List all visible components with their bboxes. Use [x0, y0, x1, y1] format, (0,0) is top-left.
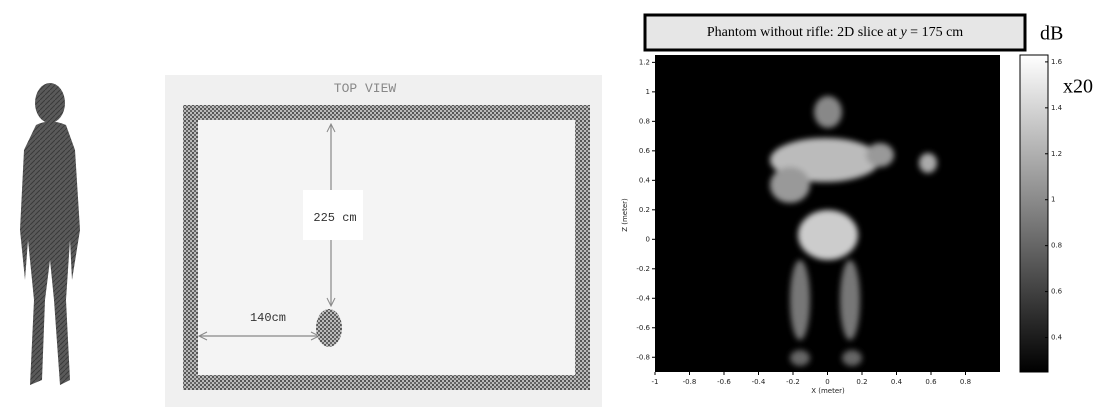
x-tick-label: -0.2 [786, 378, 800, 386]
y-tick-label: 0.8 [639, 117, 650, 125]
x-tick-label: 0.4 [891, 378, 903, 386]
top-view-title: TOP VIEW [334, 81, 397, 96]
x-tick-label: 0.6 [925, 378, 937, 386]
y-tick-label: -0.2 [636, 265, 650, 273]
image-panel: Phantom without rifle: 2D slice at y = 1… [621, 15, 1093, 395]
colorbar-scale: x20 [1063, 76, 1093, 98]
vertical-distance-label: 225 cm [313, 211, 356, 225]
colorbar-tick-label: 0.4 [1051, 334, 1063, 342]
colorbar-tick-label: 1.2 [1051, 150, 1062, 158]
x-tick-label: 0 [825, 378, 829, 386]
top-view-panel: TOP VIEW 225 cm 140cm [165, 75, 602, 407]
y-tick-label: -0.4 [636, 294, 650, 302]
x-axis-label: X (meter) [811, 387, 845, 395]
x-tick-label: 0.2 [856, 378, 867, 386]
colorbar-tick-label: 0.6 [1051, 288, 1063, 296]
x-tick-label: 0.8 [960, 378, 971, 386]
title-text: = 175 cm [910, 25, 963, 40]
horizontal-distance-label: 140cm [250, 311, 286, 325]
colorbar-tick-label: 1.6 [1051, 58, 1063, 66]
figure: TOP VIEW 225 cm 140cm Phantom without ri… [0, 0, 1101, 410]
x-tick-label: -1 [652, 378, 659, 386]
phantom-top [316, 309, 342, 347]
y-tick-label: 1.2 [639, 58, 650, 66]
colorbar-tick-label: 1.4 [1051, 104, 1063, 112]
title-var: y [898, 25, 907, 40]
image-title: Phantom without rifle: 2D slice at y = 1… [707, 25, 963, 40]
x-tick-label: -0.6 [717, 378, 731, 386]
y-tick-label: -0.8 [636, 353, 650, 361]
x-tick-label: -0.8 [683, 378, 697, 386]
title-text: Phantom without rifle: 2D slice at [707, 25, 897, 40]
y-tick-label: -0.6 [636, 324, 650, 332]
y-tick-label: 0.4 [639, 176, 651, 184]
y-axis-label: Z (meter) [621, 198, 629, 232]
colorbar-tick-label: 1 [1051, 196, 1055, 204]
colorbar [1020, 55, 1048, 372]
colorbar-tick-label: 0.8 [1051, 242, 1062, 250]
x-tick-label: -0.4 [752, 378, 766, 386]
phantom-figure [20, 83, 80, 385]
y-tick-label: 1 [646, 88, 650, 96]
colorbar-unit: dB [1040, 23, 1063, 45]
y-tick-label: 0.2 [639, 206, 650, 214]
y-tick-label: 0 [646, 235, 650, 243]
y-tick-label: 0.6 [639, 147, 651, 155]
